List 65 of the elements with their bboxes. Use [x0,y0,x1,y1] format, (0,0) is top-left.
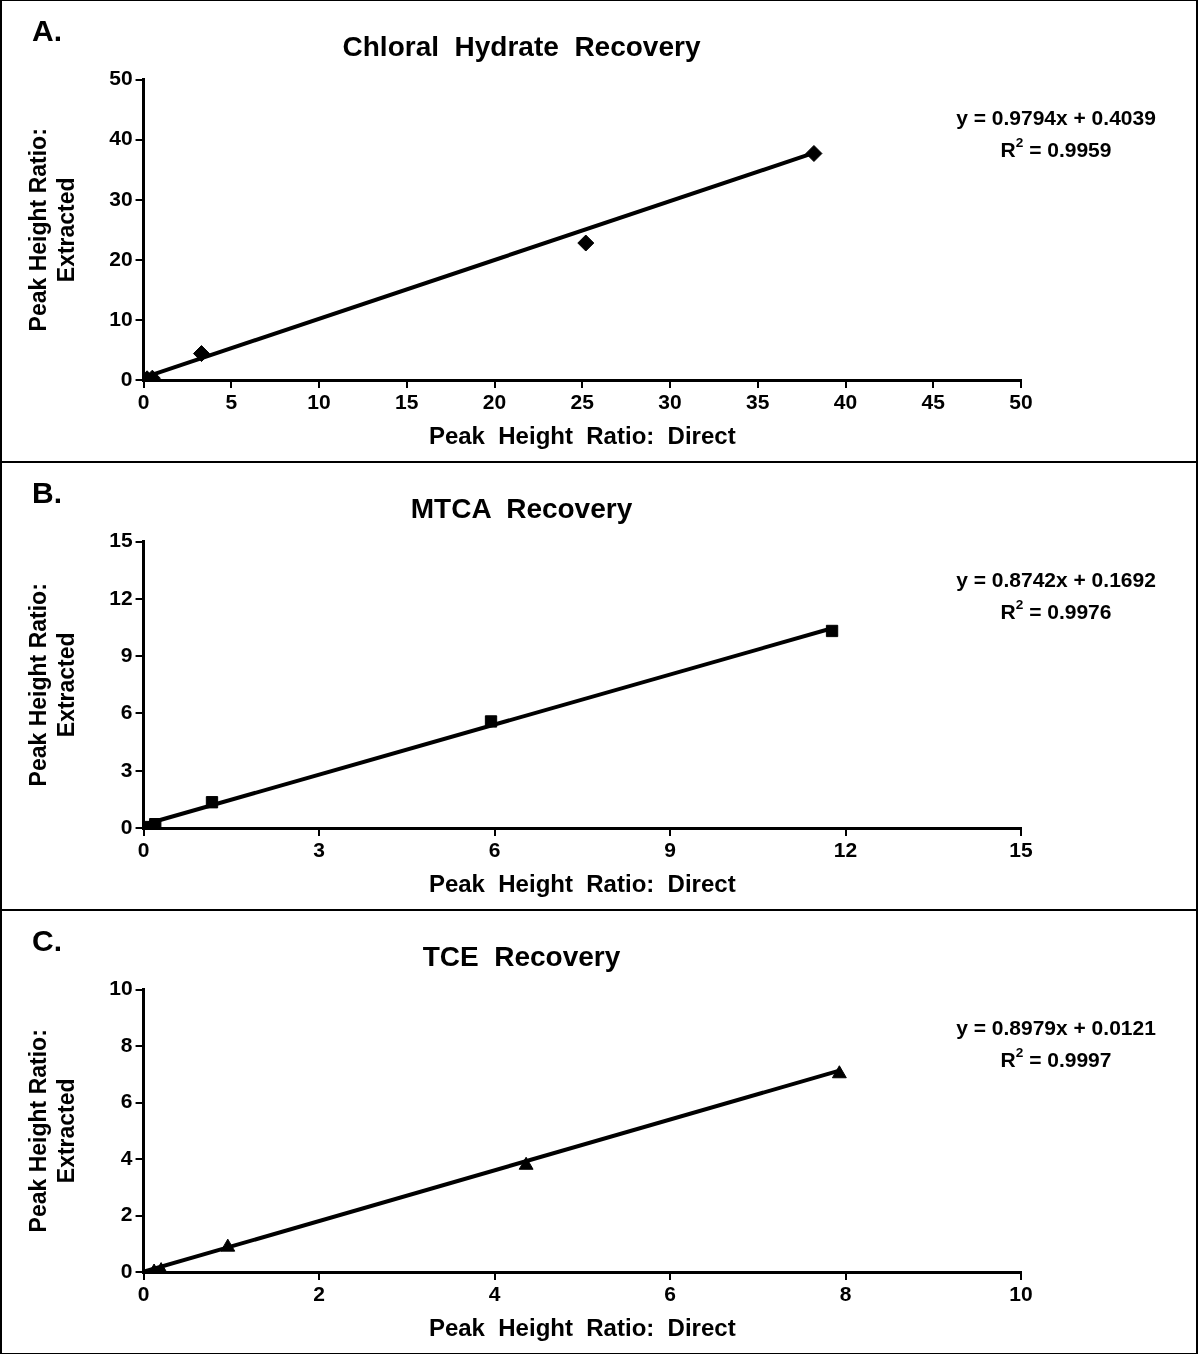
x-tick-label: 8 [839,1282,852,1306]
y-tick-label: 15 [109,528,133,552]
point [205,796,219,809]
annotation: y = 0.8979x + 0.0121 [956,1015,1157,1039]
chart-title: Chloral Hydrate Recovery [342,30,701,62]
annotation: y = 0.8742x + 0.1692 [956,567,1156,591]
y-tick-label: 20 [109,246,133,270]
y-tick-label: 2 [120,1202,133,1226]
point [577,234,595,252]
text: A. [32,14,62,47]
y-tick-label: 6 [120,1089,133,1113]
x-tick-label: 40 [833,390,858,414]
y-tick-label: 8 [120,1032,133,1056]
point [825,624,839,638]
y-tick-label: 3 [120,757,133,781]
point [220,1238,236,1252]
y-tick-label: 9 [120,642,133,666]
x-tick-label: 15 [1009,838,1033,862]
y-tick-label: 6 [120,700,133,724]
x-tick-label: 12 [833,838,858,862]
x-tick-label: 30 [658,390,682,414]
x-tick-label: 5 [225,390,238,414]
chart-title: TCE Recovery [422,940,621,972]
point [484,715,498,728]
x-tick-label: 35 [746,390,770,414]
y-tick-label: 0 [120,1258,133,1282]
x-tick-label: 0 [137,390,150,414]
x-tick-label: 9 [664,838,676,862]
x-tick-label: 0 [137,1282,150,1306]
y-axis-title: Peak Height Ratio: Extracted [25,1029,79,1233]
x-tick-label: 6 [664,1282,676,1306]
x-tick-label: 3 [313,838,325,862]
annotation: y = 0.9794x + 0.4039 [956,105,1156,129]
x-tick-label: 2 [313,1282,325,1306]
x-tick-label: 0 [137,838,150,862]
x-tick-label: 15 [395,390,419,414]
x-axis-title: Peak Height Ratio: Direct [428,1314,736,1342]
x-tick-label: 10 [307,390,331,414]
x-tick-label: 6 [488,838,501,862]
y-tick-label: 10 [109,306,133,330]
x-tick-label: 45 [921,390,946,414]
y-axis-title: Peak Height Ratio: Extracted [25,128,79,332]
x-axis-title: Peak Height Ratio: Direct [428,422,736,450]
point [831,1065,847,1079]
point [518,1156,534,1170]
y-tick-label: 0 [120,814,133,838]
text: B. [32,476,62,509]
y-axis-title: Peak Height Ratio: Extracted [25,583,79,787]
y-tick-label: 10 [109,976,133,1000]
x-tick-label: 20 [482,390,507,414]
x-tick-label: 50 [1009,390,1033,414]
x-axis-title: Peak Height Ratio: Direct [428,870,736,898]
y-tick-label: 50 [109,66,133,90]
y-tick-label: 30 [109,186,133,210]
chart-title: MTCA Recovery [410,492,633,524]
y-tick-label: 40 [109,126,133,150]
y-tick-label: 12 [109,585,133,609]
point [805,145,823,162]
y-tick-label: 4 [120,1145,133,1169]
point [149,818,162,828]
text: C. [32,924,62,957]
y-tick-label: 0 [120,366,133,390]
x-tick-label: 4 [488,1282,501,1306]
x-tick-label: 25 [570,390,595,414]
x-tick-label: 10 [1009,1282,1033,1306]
